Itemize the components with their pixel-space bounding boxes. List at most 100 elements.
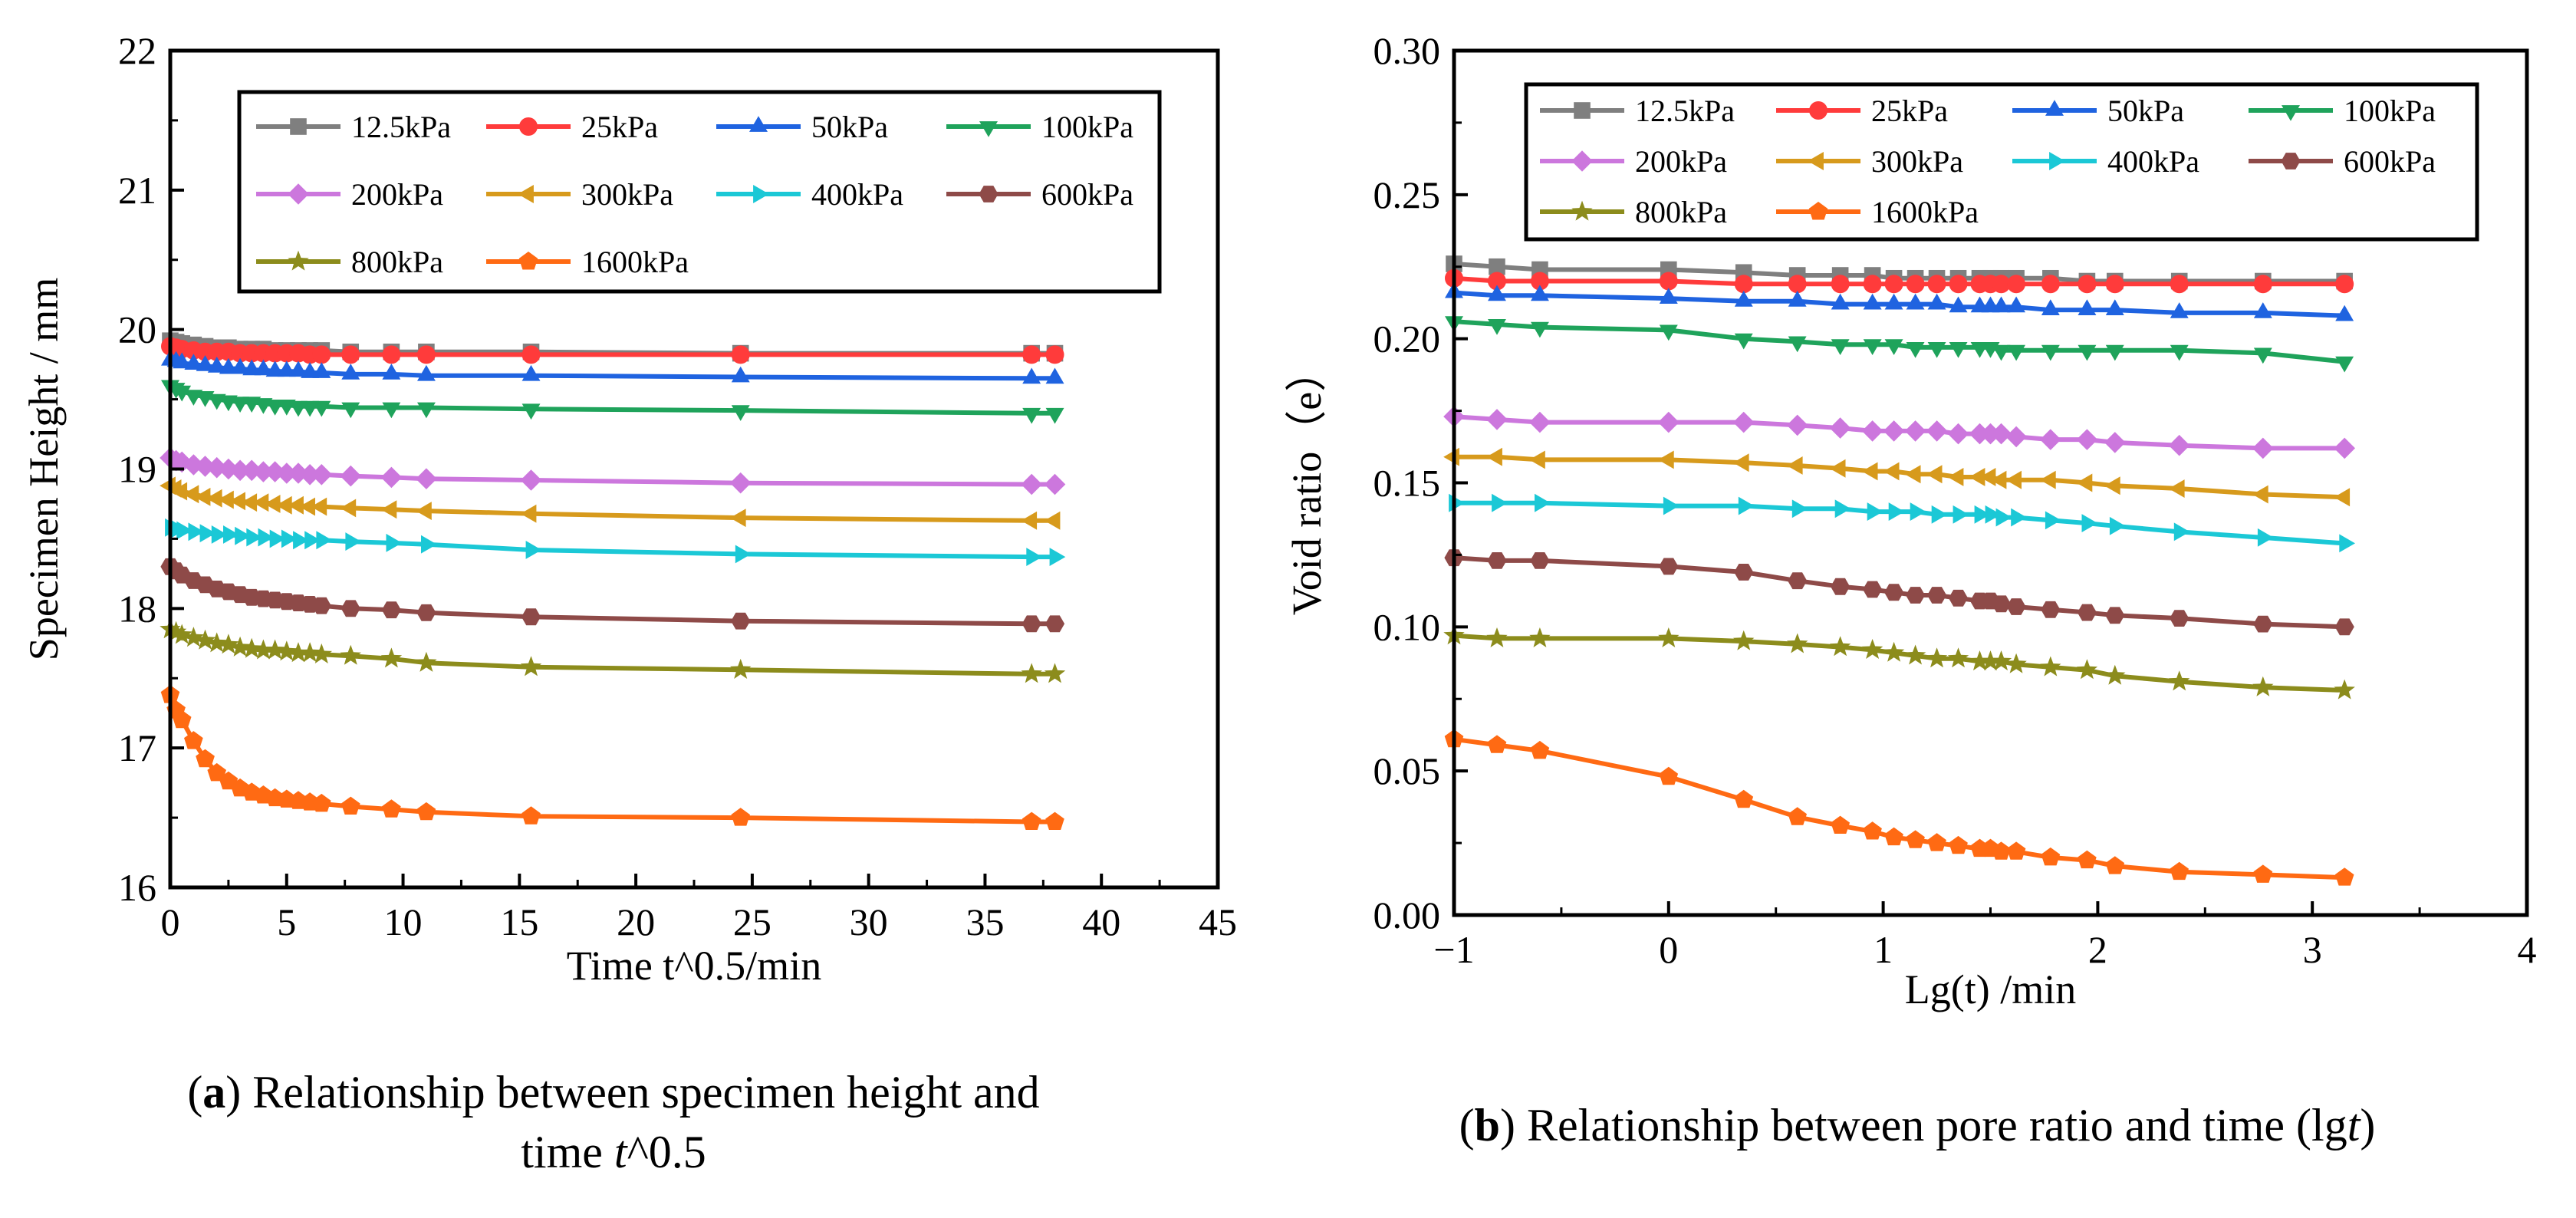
data-point-400kPa-11: [281, 529, 298, 548]
series-line-400kPa: [1454, 500, 2345, 546]
data-point-600kPa-11: [1948, 589, 1969, 607]
legend-entry-300kPa: 300kPa: [486, 177, 673, 212]
data-point-400kPa-6: [1834, 499, 1851, 518]
data-point-50kPa-2: [173, 352, 192, 369]
data-point-1600kPa-14: [1992, 841, 2011, 860]
data-point-100kPa-14: [312, 400, 331, 417]
data-point-50kPa-5: [1788, 291, 1807, 307]
data-point-800kPa-6: [1829, 636, 1851, 657]
data-point-50kPa-17: [417, 364, 436, 381]
legend-marker-200kPa: [1571, 150, 1593, 172]
legend-label: 50kPa: [2107, 94, 2184, 128]
series-1600kPa: [160, 685, 1064, 830]
data-point-200kPa-10: [1926, 420, 1948, 442]
data-point-1600kPa-18: [521, 806, 541, 825]
data-point-300kPa-11: [1947, 468, 1964, 486]
data-point-400kPa-8: [246, 528, 262, 547]
data-point-800kPa-6: [218, 634, 239, 654]
data-point-25kPa-1: [1487, 272, 1506, 291]
y-tick-label: 0.20: [1374, 318, 1441, 360]
data-point-1600kPa-20: [1022, 811, 1041, 830]
x-tick-label: 35: [966, 900, 1004, 943]
caption-a-var: t: [614, 1127, 627, 1177]
y-tick-label: 19: [118, 448, 156, 491]
data-point-300kPa-18: [520, 504, 537, 523]
data-point-1600kPa-7: [1863, 821, 1882, 840]
data-point-25kPa-10: [1927, 275, 1946, 294]
data-point-100kPa-19: [731, 405, 750, 421]
x-tick-label: 20: [617, 900, 655, 943]
data-point-200kPa-8: [1883, 420, 1905, 442]
data-point-25kPa-20: [2253, 275, 2272, 294]
caption-b-suffix: ): [2360, 1100, 2376, 1151]
data-point-100kPa-17: [417, 402, 436, 419]
data-point-50kPa-6: [219, 357, 238, 374]
data-point-100kPa-2: [1531, 321, 1549, 338]
legend-marker-400kPa: [753, 185, 769, 203]
data-point-200kPa-2: [1529, 411, 1551, 433]
data-point-1600kPa-17: [2078, 850, 2097, 869]
data-point-800kPa-10: [1926, 647, 1948, 668]
data-point-400kPa-16: [2045, 511, 2061, 530]
data-point-100kPa-16: [2041, 344, 2060, 361]
data-point-1600kPa-18: [2105, 856, 2125, 874]
data-point-1600kPa-10: [1927, 833, 1946, 851]
data-point-100kPa-16: [382, 402, 401, 419]
data-point-600kPa-2: [1530, 552, 1550, 569]
data-point-300kPa-17: [2076, 473, 2093, 492]
data-point-600kPa-16: [381, 601, 401, 619]
data-point-200kPa-16: [380, 466, 403, 489]
data-point-25kPa-20: [1022, 345, 1041, 364]
data-point-300kPa-15: [340, 499, 357, 518]
data-point-400kPa-5: [211, 525, 228, 544]
data-point-300kPa-6: [218, 490, 234, 509]
data-point-800kPa-5: [206, 632, 228, 653]
legend-entry-600kPa: 600kPa: [946, 177, 1133, 212]
data-point-100kPa-18: [2105, 344, 2124, 361]
data-point-400kPa-8: [1888, 502, 1905, 521]
x-tick-label: 1: [1874, 928, 1893, 971]
data-point-50kPa-8: [1884, 293, 1903, 310]
data-point-50kPa-11: [277, 360, 296, 377]
data-point-50kPa-3: [184, 354, 203, 370]
data-point-600kPa-7: [1863, 581, 1883, 598]
series-200kPa: [160, 447, 1066, 495]
data-point-400kPa-13: [304, 531, 321, 550]
data-point-800kPa-14: [311, 643, 332, 663]
series-300kPa: [160, 476, 1061, 530]
data-point-400kPa-12: [1974, 505, 1991, 524]
legend-marker-800kPa: [1571, 200, 1593, 221]
chart-a-specimen-height: 0 5 10 15 20 25 30 35 40 45 16 17 18 19 20 21 22 Time t^0…: [21, 29, 1237, 989]
data-point-300kPa-12: [288, 495, 304, 515]
legend-marker-600kPa: [979, 186, 998, 202]
legend-label: 800kPa: [351, 245, 443, 279]
data-point-50kPa-3: [1659, 288, 1678, 304]
x-tick-label: 2: [2088, 928, 2107, 971]
x-tick-label: 3: [2303, 928, 2322, 971]
data-point-50kPa-20: [2253, 302, 2272, 318]
data-point-300kPa-13: [1979, 468, 1996, 486]
data-point-300kPa-21: [2334, 488, 2351, 507]
legend-label: 400kPa: [2107, 144, 2199, 179]
data-point-400kPa-13: [1985, 505, 2002, 524]
data-point-400kPa-18: [2109, 516, 2126, 535]
legend-entry-1600kPa: 1600kPa: [1776, 195, 1979, 229]
data-point-100kPa-3: [1659, 324, 1678, 341]
data-point-1600kPa-21: [2334, 867, 2354, 886]
data-point-300kPa-1: [1486, 447, 1502, 466]
data-point-400kPa-0: [1449, 493, 1465, 512]
data-point-100kPa-20: [1022, 407, 1041, 424]
data-point-50kPa-5: [207, 357, 226, 373]
data-point-1600kPa-1: [1487, 735, 1507, 753]
data-point-50kPa-15: [341, 364, 360, 380]
data-point-25kPa-6: [1831, 275, 1850, 294]
data-point-800kPa-11: [1947, 647, 1969, 668]
data-point-400kPa-17: [421, 535, 437, 554]
data-point-300kPa-19: [729, 509, 746, 528]
data-point-1600kPa-15: [341, 796, 360, 815]
data-point-800kPa-19: [730, 658, 752, 679]
data-point-800kPa-16: [380, 647, 403, 668]
data-point-200kPa-20: [2252, 437, 2274, 459]
data-point-50kPa-7: [231, 357, 249, 374]
data-point-25kPa-11: [1949, 275, 1968, 294]
